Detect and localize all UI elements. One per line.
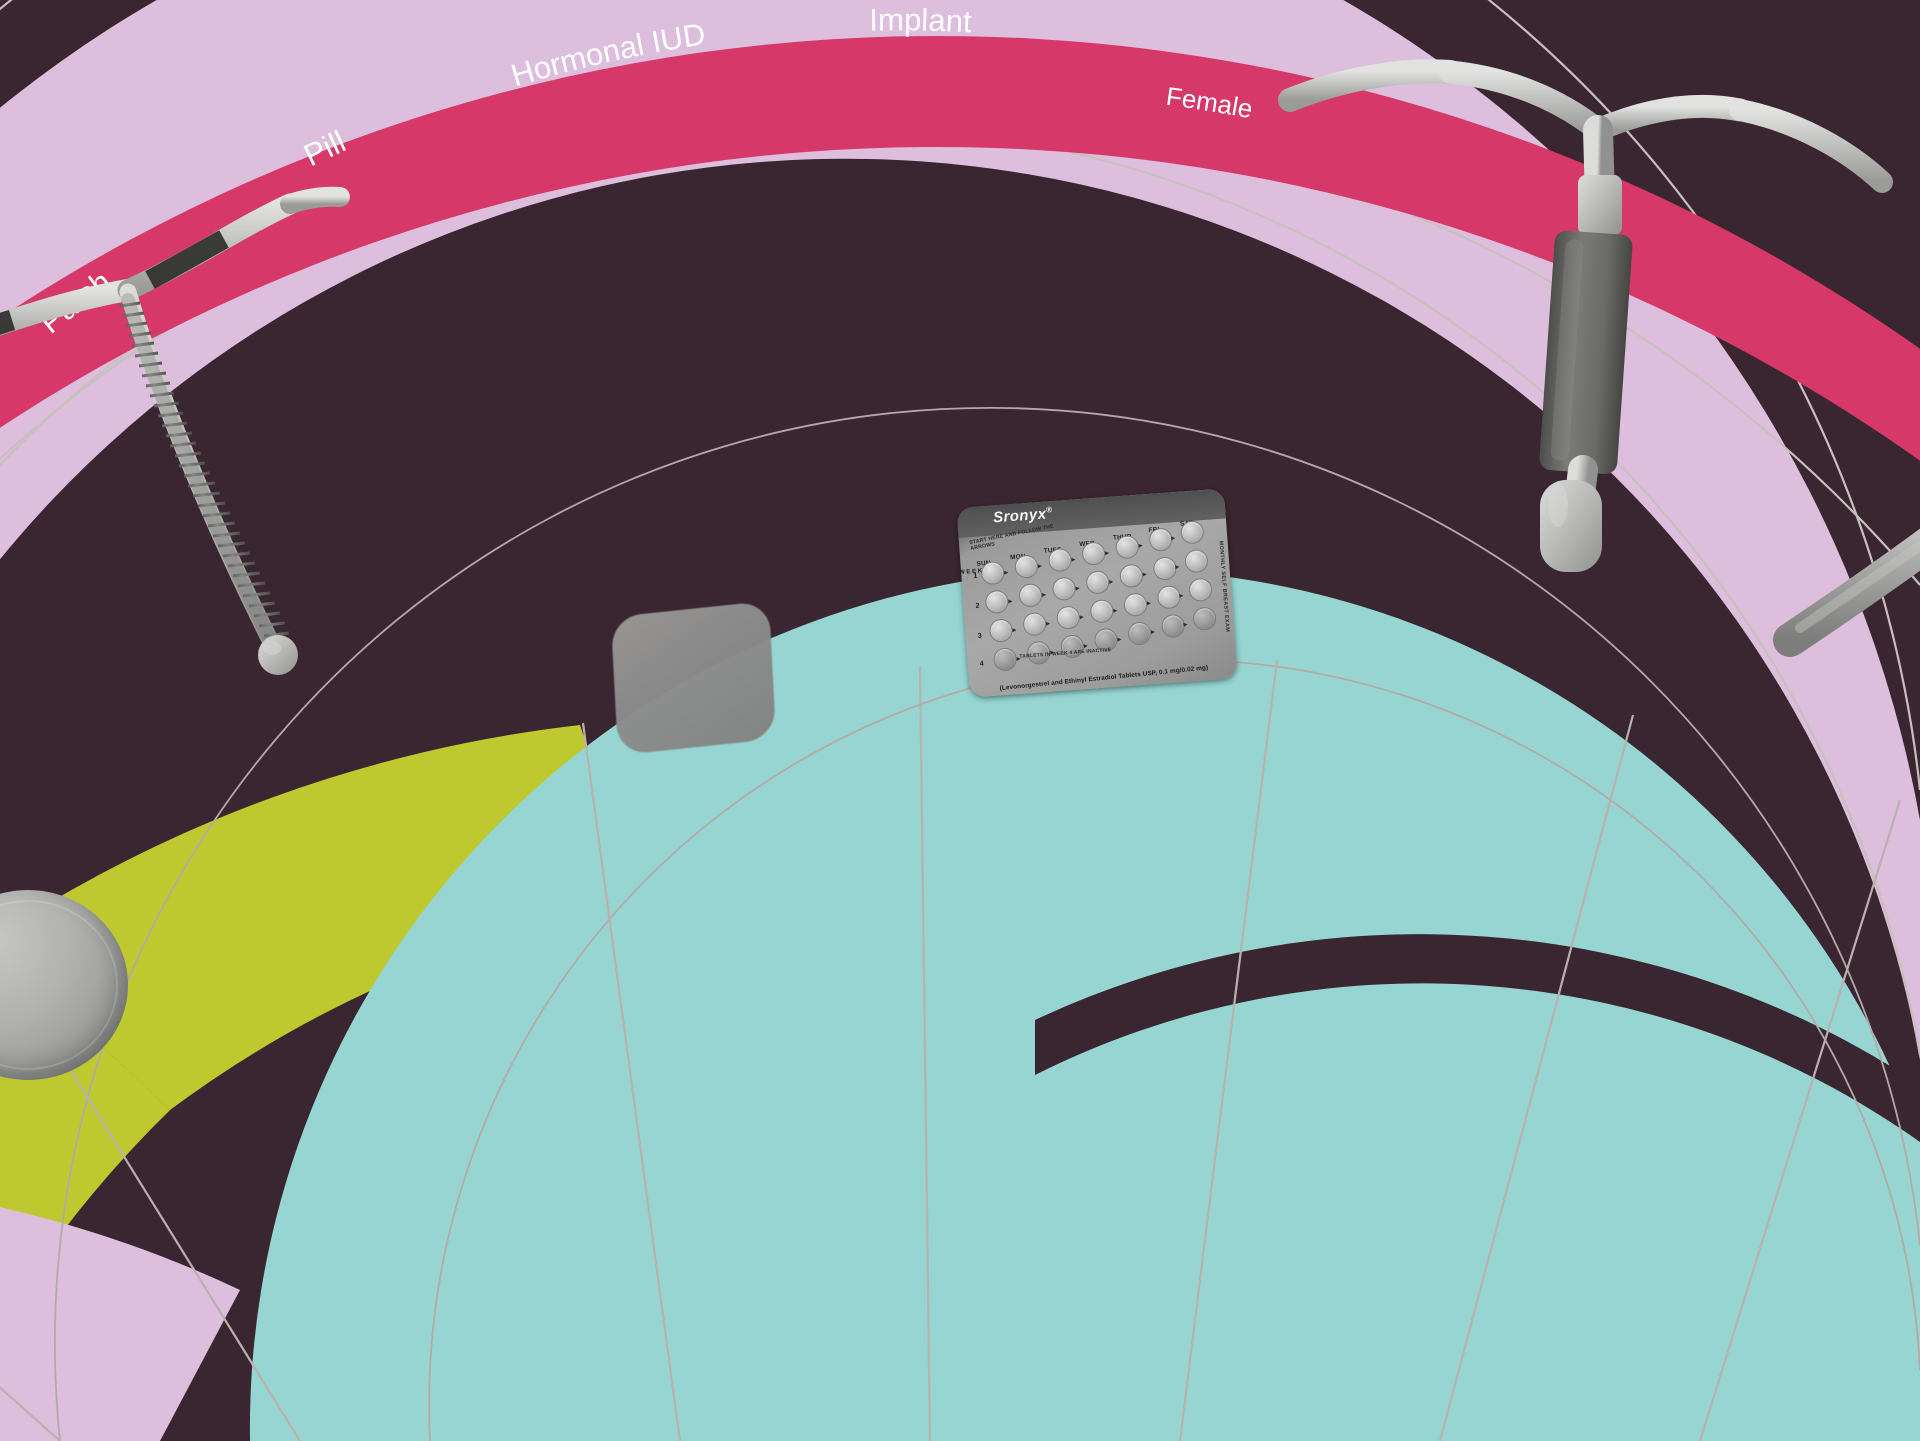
divider-pill-hormonal — [1178, 659, 1279, 1441]
contraceptive-patch-photo — [610, 600, 777, 756]
pill-w2-mon — [1018, 583, 1043, 608]
pill-w1-tues — [1047, 547, 1073, 573]
pill-w3-wed — [1089, 598, 1115, 624]
pill-w1-mon — [1014, 554, 1039, 579]
pill-pack-photo: Sronyx® START HERE AND FOLLOW THE ARROWS… — [956, 488, 1238, 698]
divider-implant-edge — [1698, 799, 1902, 1441]
week-number-4: 4 — [979, 660, 985, 668]
week-number-3: 3 — [977, 632, 983, 640]
divider-patch-pill — [918, 666, 932, 1441]
divider-nonhormonal-patch — [581, 722, 682, 1441]
divider-hormonal-implant — [1438, 714, 1635, 1441]
pill-w1-wed — [1081, 541, 1106, 566]
segment-non-hormonal-iud-outer[interactable] — [0, 725, 640, 1110]
ring-middle-lilac-left — [0, 1207, 240, 1441]
pill-w2-sun — [984, 589, 1010, 615]
pill-pack-grid: 1 2 3 4 — [970, 520, 1224, 677]
ring-gap-dark — [1035, 934, 1920, 1142]
copper-iud-photo — [0, 186, 350, 675]
pill-w4-sat — [1192, 606, 1217, 631]
pill-w4-thur — [1127, 621, 1152, 646]
pill-w1-thur — [1114, 534, 1140, 560]
pill-w3-thur — [1123, 592, 1148, 618]
pill-w4-sun — [992, 647, 1018, 672]
pill-w2-thur — [1119, 563, 1144, 589]
pill-w3-tues — [1055, 605, 1081, 630]
pill-w3-fri — [1156, 584, 1182, 610]
week-number-2: 2 — [975, 602, 980, 610]
pill-w3-mon — [1022, 611, 1047, 637]
pill-w1-sun — [980, 560, 1006, 586]
pill-w2-tues — [1051, 576, 1077, 602]
segment-patch-inner-teal[interactable] — [330, 1020, 1035, 1441]
pill-w3-sun — [988, 618, 1014, 643]
hormonal-iud-photo — [1278, 59, 1893, 572]
female-band[interactable] — [0, 36, 1920, 490]
pill-w4-fri — [1160, 613, 1186, 639]
segment-label-implant[interactable]: Implant — [869, 2, 973, 39]
arc-teal-mid — [53, 406, 1920, 1441]
pill-pack-body: Sronyx® START HERE AND FOLLOW THE ARROWS… — [956, 488, 1238, 698]
pill-w2-wed — [1085, 570, 1111, 595]
pill-w1-fri — [1148, 527, 1174, 552]
pill-w2-fri — [1152, 556, 1178, 581]
contraceptive-implant-rod-photo — [1773, 528, 1920, 657]
pill-w2-sat — [1184, 548, 1209, 574]
pill-w3-sat — [1188, 577, 1213, 603]
